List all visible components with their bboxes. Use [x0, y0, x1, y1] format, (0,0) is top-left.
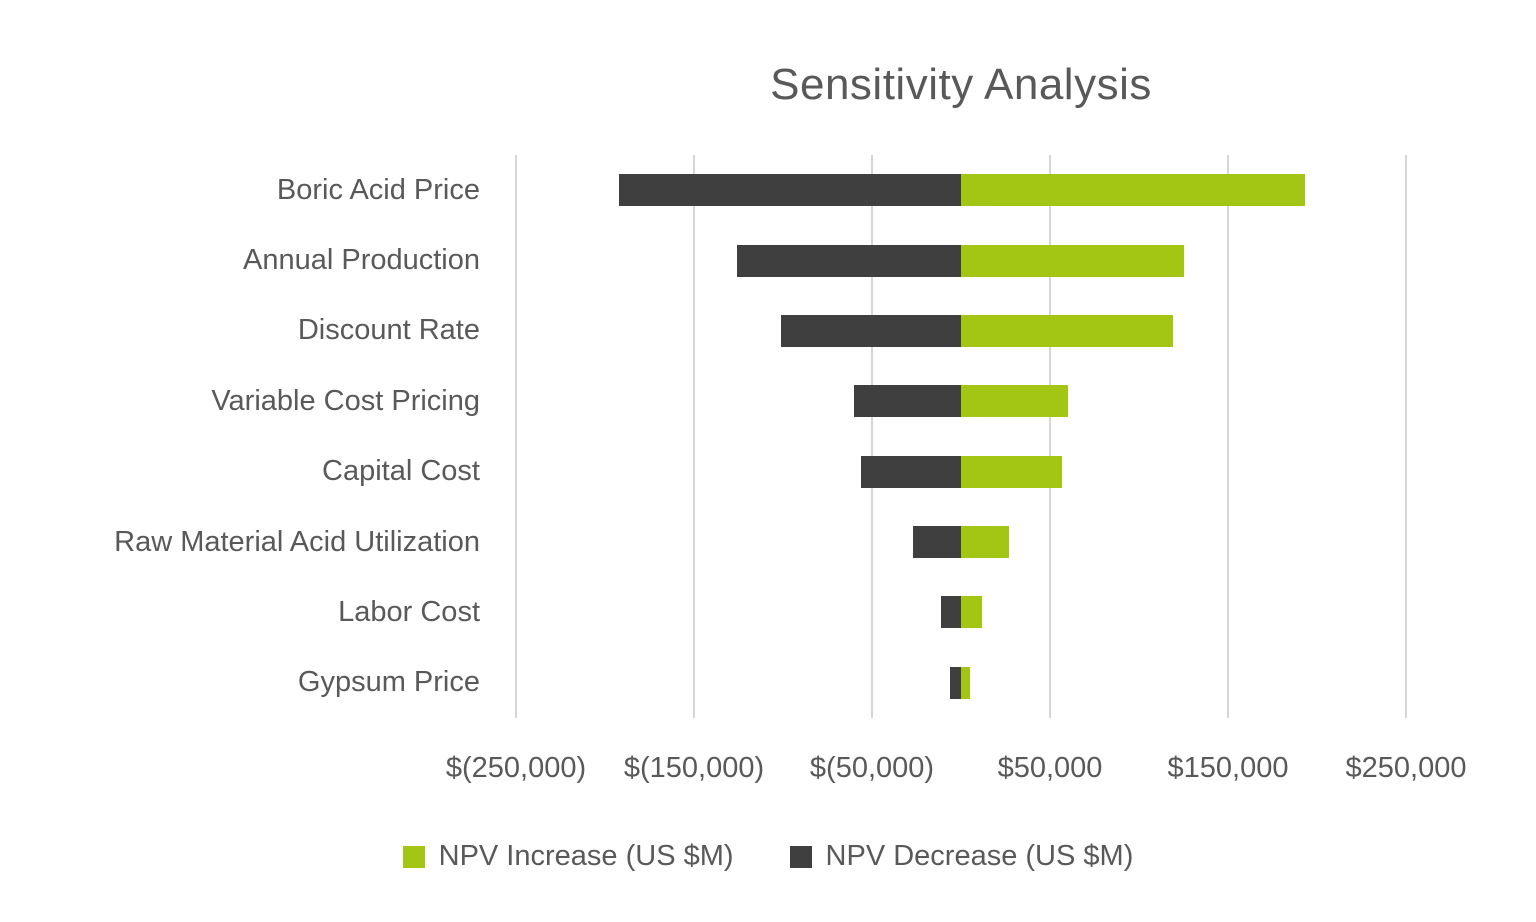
- bar-npv-increase: [961, 174, 1305, 207]
- x-tick-label: $(250,000): [445, 752, 587, 784]
- chart-title: Sensitivity Analysis: [770, 60, 1152, 109]
- category-row: [516, 225, 1406, 295]
- x-tick-label: $(50,000): [809, 752, 935, 784]
- gridline: [693, 155, 695, 718]
- legend-marker-npv-decrease: [789, 845, 812, 868]
- category-label: Labor Cost: [338, 595, 480, 628]
- category-label: Annual Production: [243, 244, 480, 277]
- category-label: Variable Cost Pricing: [211, 384, 480, 417]
- x-tick-label: $50,000: [997, 752, 1103, 784]
- bar-npv-decrease: [912, 526, 961, 559]
- bar-npv-increase: [961, 314, 1173, 347]
- legend-item-npv-decrease: NPV Decrease (US $M): [789, 840, 1134, 873]
- legend: NPV Increase (US $M) NPV Decrease (US $M): [0, 840, 1536, 873]
- x-tick-label: $250,000: [1345, 752, 1467, 784]
- category-row: [516, 296, 1406, 366]
- gridline: [515, 155, 517, 718]
- bar-npv-decrease: [941, 596, 961, 629]
- bar-npv-decrease: [781, 314, 961, 347]
- legend-marker-npv-increase: [402, 845, 425, 868]
- gridline: [871, 155, 873, 718]
- x-tick-label: $150,000: [1167, 752, 1289, 784]
- bar-npv-increase: [961, 526, 1010, 559]
- category-row: [516, 577, 1406, 647]
- bar-npv-increase: [961, 666, 970, 699]
- legend-label: NPV Decrease (US $M): [825, 840, 1134, 872]
- bar-npv-decrease: [736, 244, 961, 277]
- category-label: Gypsum Price: [297, 666, 480, 699]
- gridline: [1049, 155, 1051, 718]
- bar-npv-decrease: [861, 455, 961, 488]
- bar-npv-increase: [961, 455, 1063, 488]
- gridline: [1405, 155, 1407, 718]
- category-label: Capital Cost: [322, 455, 480, 488]
- bar-npv-increase: [961, 385, 1068, 418]
- category-row: [516, 155, 1406, 225]
- bar-npv-increase: [961, 596, 983, 629]
- gridline: [1227, 155, 1229, 718]
- legend-item-npv-increase: NPV Increase (US $M): [402, 840, 734, 873]
- value-axis: $(250,000) $(150,000) $(50,000) $50,000 $150…: [446, 752, 1467, 794]
- category-label: Boric Acid Price: [276, 173, 480, 206]
- category-row: [516, 437, 1406, 507]
- category-axis: Boric Acid Price Annual Production Discoun…: [0, 155, 480, 718]
- category-row: [516, 507, 1406, 577]
- bar-npv-decrease: [950, 666, 961, 699]
- x-tick-label: $(150,000): [623, 752, 765, 784]
- legend-label: NPV Increase (US $M): [438, 840, 734, 872]
- category-label: Raw Material Acid Utilization: [114, 525, 480, 558]
- bar-npv-increase: [961, 244, 1184, 277]
- category-label: Discount Rate: [297, 314, 480, 347]
- category-row: [516, 648, 1406, 718]
- bar-npv-decrease: [619, 174, 961, 207]
- category-row: [516, 366, 1406, 436]
- bar-npv-decrease: [854, 385, 961, 418]
- plot-area: [515, 155, 1407, 718]
